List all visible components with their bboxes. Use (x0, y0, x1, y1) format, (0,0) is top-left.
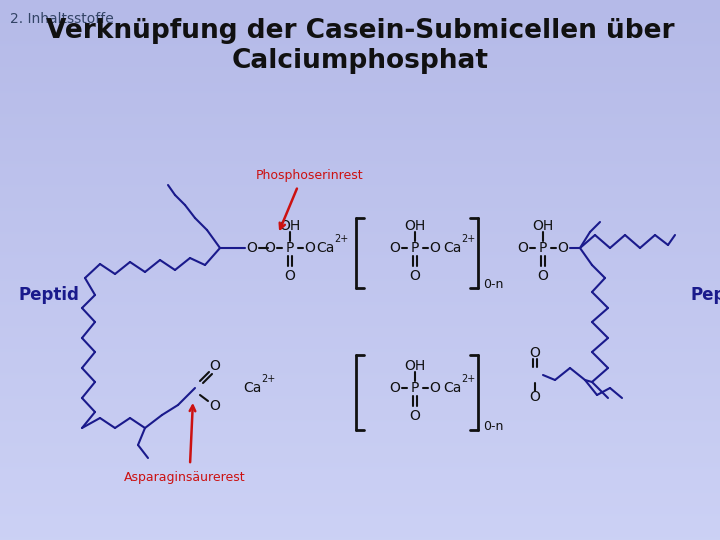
Text: OH: OH (405, 359, 426, 373)
Text: 2+: 2+ (461, 374, 475, 384)
Text: O: O (410, 409, 420, 423)
Text: O: O (390, 241, 400, 255)
Text: Peptid: Peptid (690, 286, 720, 304)
Text: 0-n: 0-n (483, 279, 503, 292)
Text: O: O (246, 241, 258, 255)
Text: O: O (264, 241, 276, 255)
Text: O: O (410, 269, 420, 283)
Text: P: P (411, 241, 419, 255)
Text: OH: OH (279, 219, 301, 233)
Text: 2. Inhaltsstoffe: 2. Inhaltsstoffe (10, 12, 114, 26)
Text: O: O (284, 269, 295, 283)
Text: O: O (305, 241, 315, 255)
Text: O: O (430, 241, 441, 255)
Text: O: O (518, 241, 528, 255)
Text: 2+: 2+ (261, 374, 275, 384)
Text: Ca: Ca (443, 241, 462, 255)
Text: O: O (530, 346, 541, 360)
Text: 0-n: 0-n (483, 421, 503, 434)
Text: O: O (430, 381, 441, 395)
Text: P: P (411, 381, 419, 395)
Text: O: O (210, 399, 220, 413)
Text: 2+: 2+ (334, 234, 348, 244)
Text: O: O (538, 269, 549, 283)
Text: OH: OH (532, 219, 554, 233)
Text: O: O (530, 390, 541, 404)
Text: OH: OH (405, 219, 426, 233)
Text: Ca: Ca (443, 381, 462, 395)
Text: Ca: Ca (243, 381, 261, 395)
Text: Phosphoserinrest: Phosphoserinrest (256, 168, 364, 181)
Text: Peptid: Peptid (18, 286, 79, 304)
Text: 2+: 2+ (461, 234, 475, 244)
Text: P: P (539, 241, 547, 255)
Text: Asparaginsäurerest: Asparaginsäurerest (124, 471, 246, 484)
Text: P: P (286, 241, 294, 255)
Text: O: O (210, 359, 220, 373)
Text: Verknüpfung der Casein-Submicellen über
Calciumphosphat: Verknüpfung der Casein-Submicellen über … (46, 18, 674, 74)
Text: O: O (557, 241, 568, 255)
Text: O: O (390, 381, 400, 395)
Text: Ca: Ca (316, 241, 334, 255)
